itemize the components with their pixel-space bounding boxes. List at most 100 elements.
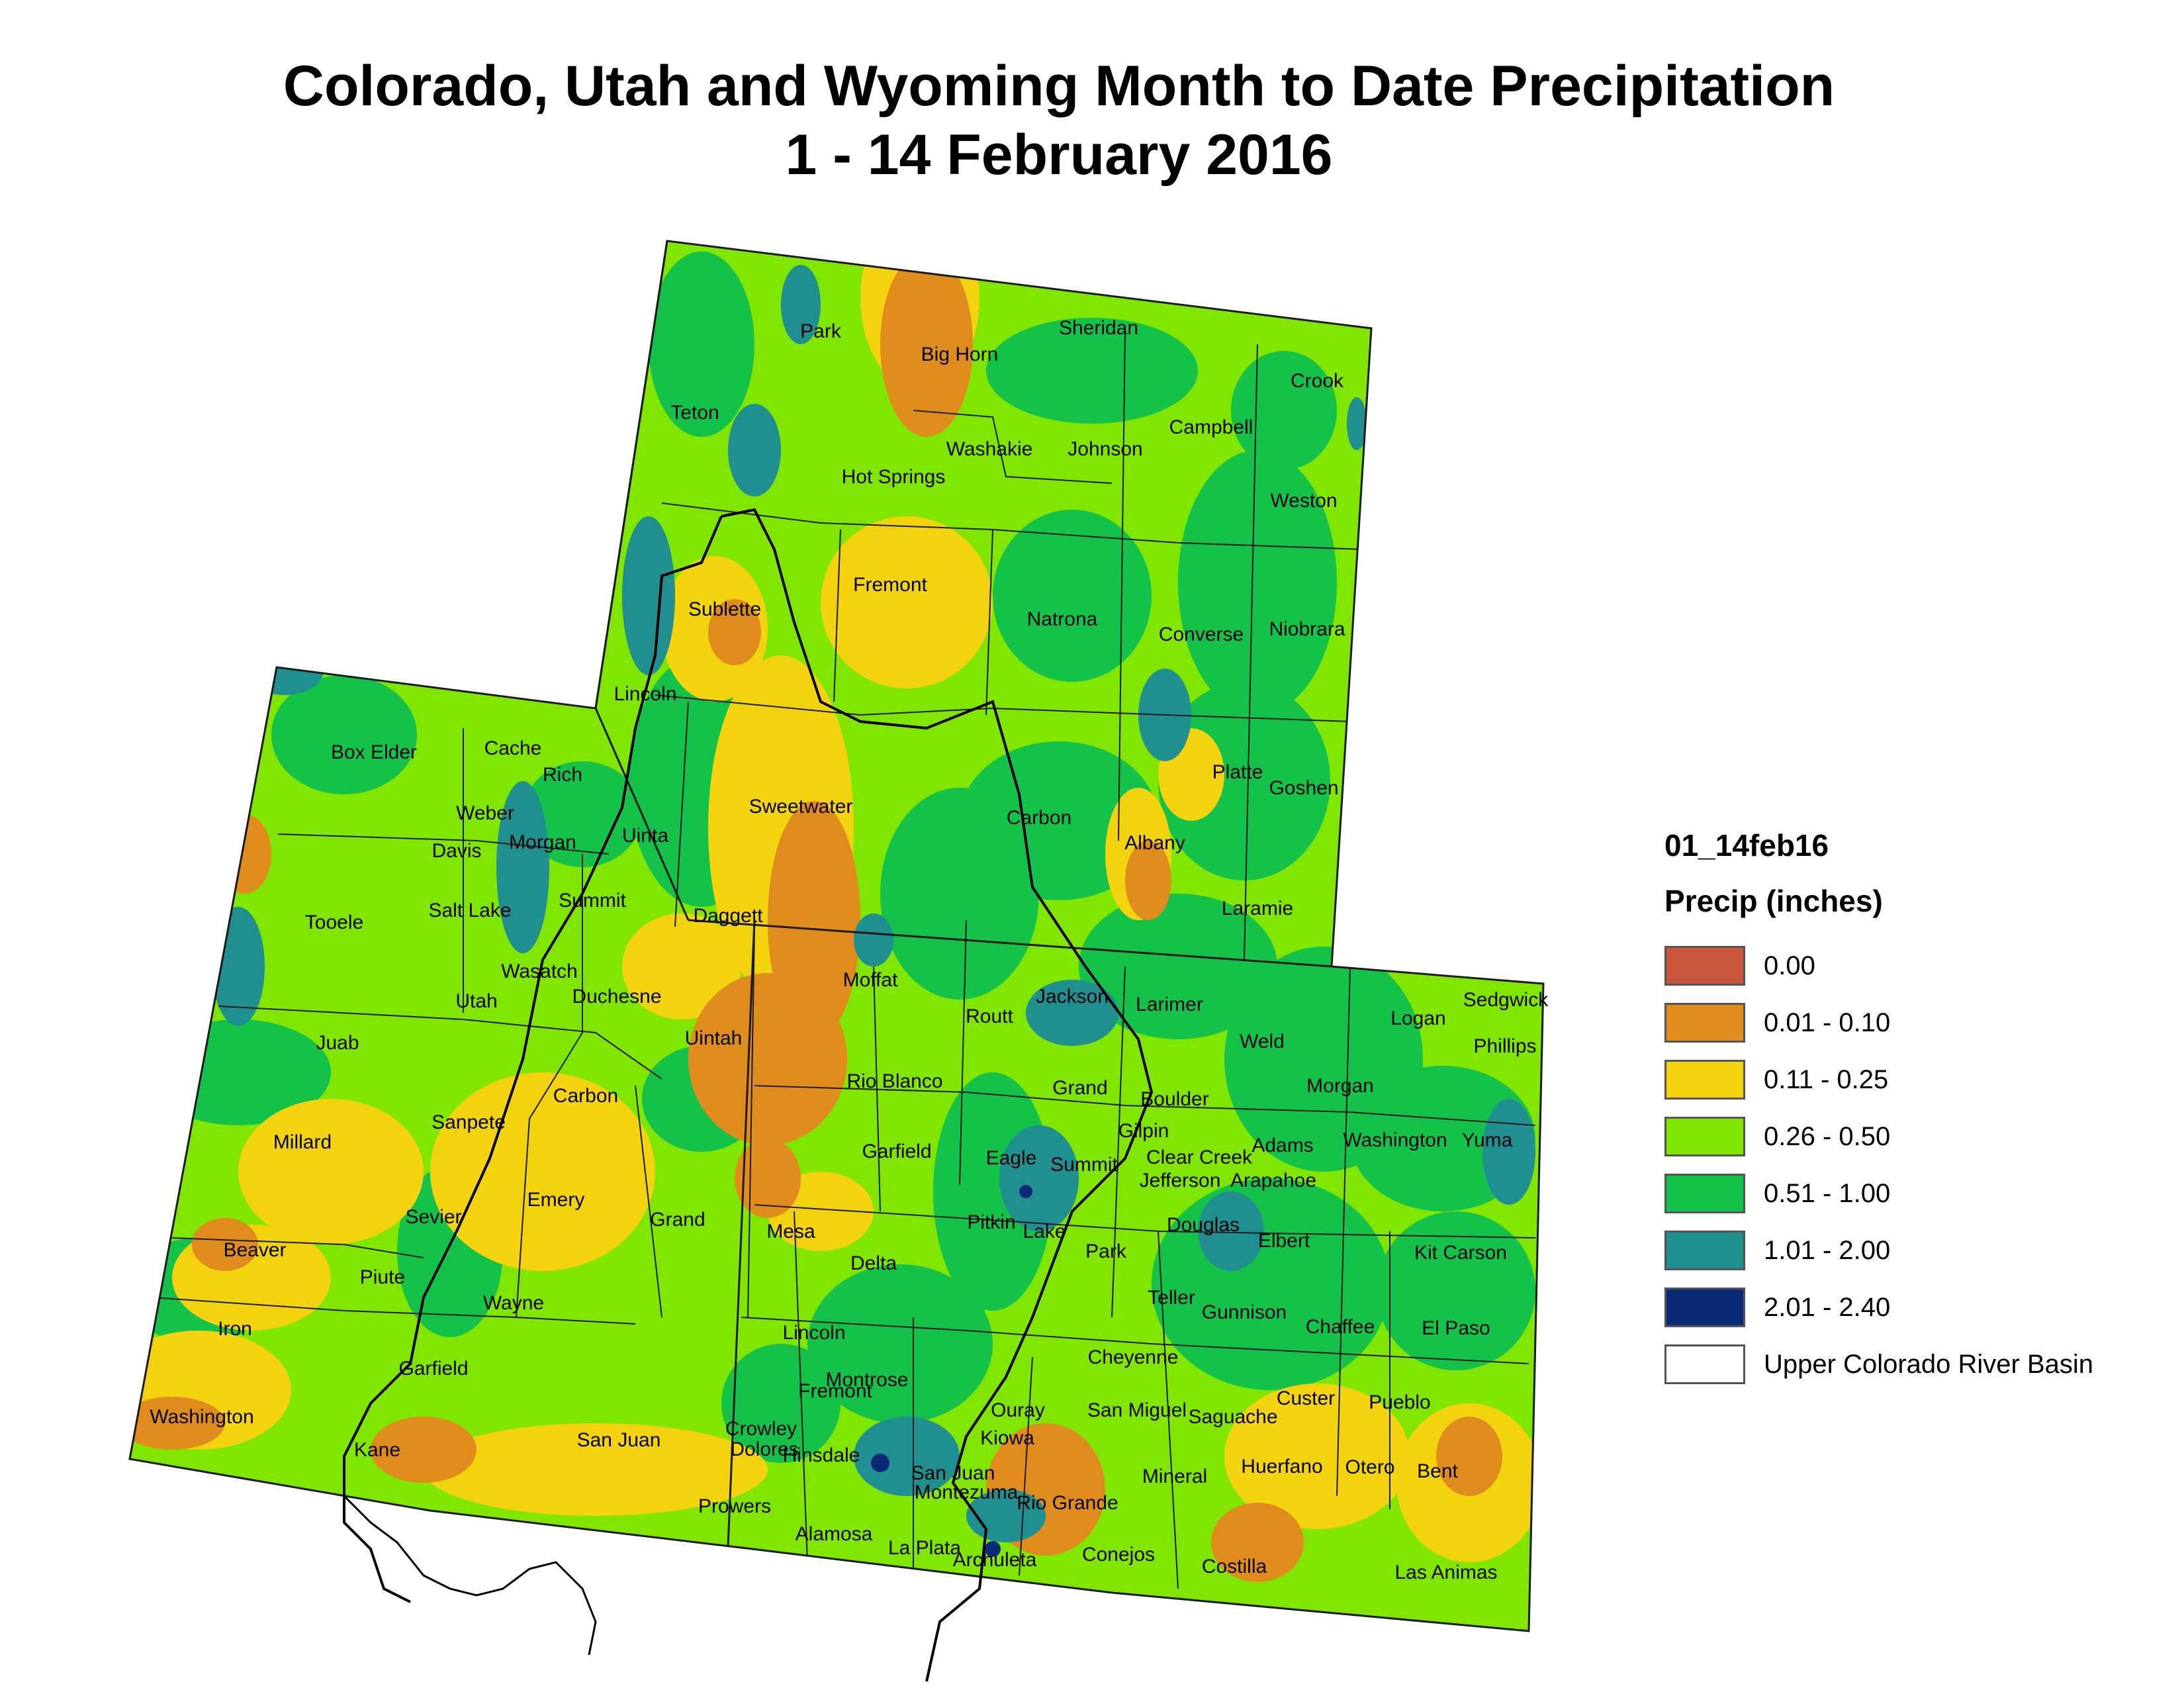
map-title-line2: 1 - 14 February 2016 xyxy=(785,123,1333,187)
legend-swatch xyxy=(1664,1174,1745,1213)
legend-item: 0.01 - 0.10 xyxy=(1664,994,2167,1051)
legend-field-name: Precip (inches) xyxy=(1664,884,1883,918)
county-label: Crowley xyxy=(725,1418,797,1440)
county-label: Goshen xyxy=(1269,777,1338,799)
county-label: Big Horn xyxy=(921,344,999,365)
county-label: Jackson xyxy=(1036,986,1109,1008)
county-label: Logan xyxy=(1390,1008,1445,1029)
map-title: Colorado, Utah and Wyoming Month to Date… xyxy=(0,52,2118,189)
county-label: Saguache xyxy=(1188,1406,1277,1428)
legend-swatch xyxy=(1664,1117,1745,1156)
county-label: Johnson xyxy=(1068,438,1142,460)
county-label: Montrose xyxy=(825,1369,908,1391)
county-label: Carbon xyxy=(553,1085,618,1107)
county-label: Weston xyxy=(1270,490,1337,512)
county-label: Fremont xyxy=(853,574,927,596)
county-label: Sedgwick xyxy=(1463,989,1549,1011)
county-label: Weber xyxy=(456,802,514,824)
county-label: San Juan xyxy=(577,1429,661,1451)
county-label: Otero xyxy=(1345,1456,1394,1478)
county-label: Utah xyxy=(455,990,497,1012)
legend-swatch xyxy=(1664,946,1745,986)
river-outlet-line xyxy=(343,1495,597,1656)
county-label: Natrona xyxy=(1027,608,1098,630)
county-label: Mesa xyxy=(766,1221,815,1243)
county-label: Delta xyxy=(850,1252,897,1274)
county-label: Grand xyxy=(1052,1077,1107,1099)
county-label: Lincoln xyxy=(782,1322,845,1344)
county-label: Prowers xyxy=(698,1495,771,1517)
county-label: Millard xyxy=(273,1131,332,1153)
county-label: Park xyxy=(800,320,842,342)
legend-label: Upper Colorado River Basin xyxy=(1764,1349,2094,1379)
county-label: Niobrara xyxy=(1269,618,1345,640)
county-label: Elbert xyxy=(1258,1230,1310,1252)
county-label: Las Animas xyxy=(1394,1562,1497,1583)
county-label: Rich xyxy=(543,764,582,786)
county-label: Crook xyxy=(1291,370,1344,392)
county-label: Washakie xyxy=(946,438,1033,460)
county-label: Eagle xyxy=(986,1147,1037,1169)
legend-swatch xyxy=(1664,1231,1745,1270)
county-label: Cheyenne xyxy=(1088,1346,1179,1368)
county-label: Iron xyxy=(218,1318,252,1340)
legend-swatch xyxy=(1664,1003,1745,1043)
county-label: Archuleta xyxy=(953,1549,1037,1571)
county-label: Bent xyxy=(1417,1460,1458,1482)
county-label: Albany xyxy=(1124,832,1185,854)
county-label: Park xyxy=(1085,1241,1127,1262)
county-label: Gilpin xyxy=(1118,1120,1169,1142)
county-label: Garfield xyxy=(862,1141,931,1162)
county-label: Box Elder xyxy=(331,741,417,763)
county-labels: Park Big Horn Sheridan Crook Teton Campbell Wa… xyxy=(150,317,1549,1583)
state-boundaries xyxy=(128,240,1545,1632)
county-label: Washington xyxy=(150,1406,253,1428)
county-label: Yuma xyxy=(1462,1129,1513,1151)
legend-label: 1.01 - 2.00 xyxy=(1764,1235,1891,1265)
legend-item: Upper Colorado River Basin xyxy=(1664,1336,2167,1393)
legend-items: 0.00 0.01 - 0.10 0.11 - 0.25 0.26 - 0.50 0.5… xyxy=(1664,937,2167,1393)
county-label: Sublette xyxy=(688,598,761,620)
county-label: Converse xyxy=(1159,624,1244,645)
legend-label: 0.01 - 0.10 xyxy=(1764,1008,1891,1037)
county-label: La Plata xyxy=(888,1537,961,1559)
county-label: Rio Blanco xyxy=(846,1070,942,1092)
county-label: Hot Springs xyxy=(842,466,946,488)
county-label: Mineral xyxy=(1142,1466,1207,1487)
county-label: Emery xyxy=(527,1189,585,1211)
county-label: Lake xyxy=(1023,1221,1066,1243)
legend-item: 0.11 - 0.25 xyxy=(1664,1051,2167,1108)
county-label: Davis xyxy=(432,840,481,862)
county-label: Sevier xyxy=(405,1206,461,1228)
legend-item: 0.51 - 1.00 xyxy=(1664,1165,2167,1222)
upper-colorado-river-basin-west xyxy=(343,516,723,1603)
county-label: Sanpete xyxy=(432,1111,506,1133)
county-label: Morgan xyxy=(1306,1075,1374,1097)
upper-colorado-river-basin-boundary xyxy=(721,508,1154,1682)
county-label: Jefferson xyxy=(1140,1170,1221,1192)
precip-zone-0-51-1-00 xyxy=(130,252,1535,1463)
county-label: Moffat xyxy=(843,969,898,991)
county-label: San Juan xyxy=(911,1462,995,1484)
county-label: Arapahoe xyxy=(1230,1170,1316,1192)
county-label: Dolores xyxy=(730,1438,798,1460)
county-label: Boulder xyxy=(1140,1088,1208,1110)
county-label: Platte xyxy=(1212,761,1263,783)
county-label: Huerfano xyxy=(1241,1456,1322,1477)
legend: 01_14feb16 Precip (inches) 0.00 0.01 - 0.… xyxy=(1664,827,2167,1393)
county-label: Kiowa xyxy=(980,1427,1034,1449)
legend-item: 2.01 - 2.40 xyxy=(1664,1279,2167,1336)
county-label: Douglas xyxy=(1167,1214,1240,1236)
legend-item: 1.01 - 2.00 xyxy=(1664,1222,2167,1279)
county-boundaries xyxy=(152,330,1536,1589)
county-label: Costilla xyxy=(1202,1556,1267,1577)
county-label: Larimer xyxy=(1136,994,1203,1015)
legend-item: 0.26 - 0.50 xyxy=(1664,1108,2167,1165)
county-label: Clear Creek xyxy=(1146,1147,1253,1168)
county-label: Juab xyxy=(316,1032,359,1054)
legend-swatch xyxy=(1664,1344,1745,1384)
county-label: Hinsdale xyxy=(783,1444,860,1466)
county-label: Grand xyxy=(650,1209,705,1231)
county-label: Summit xyxy=(559,890,626,912)
